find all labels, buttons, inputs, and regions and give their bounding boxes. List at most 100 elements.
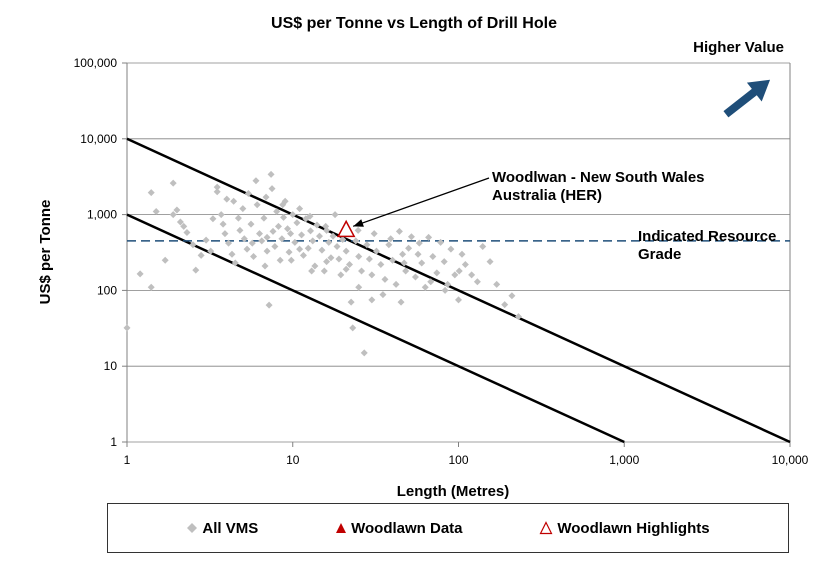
vms-point <box>458 250 466 258</box>
vms-point <box>421 283 429 291</box>
vms-point <box>223 195 231 203</box>
vms-point <box>370 230 378 238</box>
vms-point <box>387 235 395 243</box>
vms-point <box>253 201 261 209</box>
vms-point <box>418 259 426 267</box>
y-tick-label: 100,000 <box>74 56 118 70</box>
legend: All VMS Woodlawn Data Woodlawn Highlight… <box>107 503 789 553</box>
vms-point <box>243 245 251 253</box>
vms-point <box>189 241 197 249</box>
legend-label: All VMS <box>202 519 259 537</box>
vms-point <box>269 227 277 235</box>
vms-point <box>260 214 268 222</box>
legend-item-all-vms: All VMS <box>186 520 258 537</box>
vms-point <box>152 207 160 215</box>
vms-point <box>267 170 275 178</box>
vms-point <box>169 211 177 219</box>
vms-point <box>247 220 255 228</box>
vms-point <box>337 271 345 279</box>
vms-point <box>180 222 188 230</box>
x-tick-label: 1,000 <box>609 453 639 467</box>
vms-point <box>360 349 368 357</box>
vms-point <box>299 251 307 259</box>
x-tick-label: 100 <box>448 453 468 467</box>
vms-point <box>381 275 389 283</box>
vms-point <box>280 213 288 221</box>
vms-point <box>392 280 400 288</box>
vms-point <box>315 232 323 240</box>
y-axis-label: US$ per Tonne <box>37 200 54 305</box>
vms-point <box>379 291 387 299</box>
vms-point <box>262 193 270 201</box>
vms-point <box>329 232 337 240</box>
vms-point <box>284 225 292 233</box>
upper-bound-line <box>126 137 791 444</box>
chart-title: US$ per Tonne vs Length of Drill Hole <box>271 15 557 32</box>
vms-point <box>309 237 317 245</box>
vms-point <box>261 262 269 270</box>
vms-point <box>230 197 238 205</box>
vms-point <box>352 237 360 245</box>
vms-point <box>389 256 397 264</box>
vms-point <box>331 211 339 219</box>
vms-point <box>293 219 301 227</box>
vms-point <box>147 283 155 291</box>
legend-label: Woodlawn Highlights <box>557 519 710 537</box>
vms-point <box>207 247 215 255</box>
vms-point <box>414 250 422 258</box>
vms-point <box>411 273 419 281</box>
vms-point <box>342 265 350 273</box>
vms-point <box>213 183 221 191</box>
vms-point <box>405 244 413 252</box>
vms-point <box>176 218 184 226</box>
vms-point <box>514 313 522 321</box>
vms-point <box>234 214 242 222</box>
vms-point <box>273 207 281 215</box>
vms-point <box>228 250 236 258</box>
vms-point <box>461 260 469 268</box>
all-vms-points <box>123 170 522 357</box>
vms-point <box>508 292 516 300</box>
vms-point <box>240 235 248 243</box>
vms-point <box>399 250 407 258</box>
vms-point <box>486 258 494 266</box>
vms-point <box>268 185 276 193</box>
vms-point <box>307 227 315 235</box>
woodlawn-highlight-points <box>336 219 356 238</box>
open-triangle-icon <box>539 521 553 535</box>
vms-point <box>368 296 376 304</box>
vms-point <box>455 267 463 275</box>
vms-point <box>298 231 306 239</box>
vms-point <box>313 221 321 229</box>
vms-point <box>322 222 330 230</box>
vms-point <box>501 301 509 309</box>
vms-point <box>372 247 380 255</box>
vms-point <box>363 241 371 249</box>
vms-point <box>123 324 131 332</box>
vms-point <box>250 253 258 261</box>
vms-point <box>306 212 314 220</box>
vms-point <box>415 239 423 247</box>
vms-point <box>479 242 487 250</box>
x-tick-label: 10 <box>286 453 300 467</box>
vms-point <box>255 230 263 238</box>
vms-point <box>468 271 476 279</box>
vms-point <box>342 247 350 255</box>
vms-point <box>183 229 191 237</box>
woodlawn-annotation-1: Woodlwan - New South Wales <box>492 169 705 186</box>
vms-point <box>136 270 144 278</box>
vms-point <box>368 271 376 279</box>
vms-point <box>263 247 271 255</box>
vms-point <box>400 259 408 267</box>
vms-point <box>346 260 354 268</box>
vms-point <box>271 242 279 250</box>
vms-point <box>429 253 437 261</box>
filled-triangle-icon <box>335 522 347 534</box>
y-tick-label: 1,000 <box>87 208 117 222</box>
woodlawn-annotation-2: Australia (HER) <box>492 187 602 204</box>
vms-point <box>407 233 415 241</box>
vms-point <box>347 298 355 306</box>
vms-point <box>397 298 405 306</box>
vms-point <box>289 211 297 219</box>
higher-value-label: Higher Value <box>693 39 784 56</box>
